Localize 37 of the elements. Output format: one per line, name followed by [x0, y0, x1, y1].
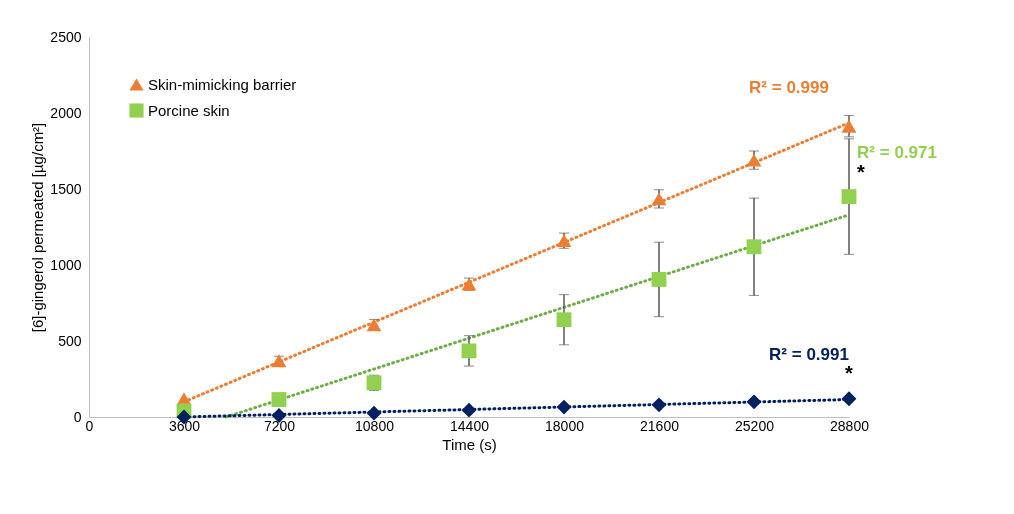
text: R² = 0.971 [857, 142, 937, 162]
legend-label: Porcine skin [148, 101, 230, 119]
point [651, 272, 667, 287]
point [841, 189, 857, 205]
annotation: * [845, 361, 854, 384]
point [461, 402, 477, 418]
x-tick-label: 25200 [735, 417, 775, 434]
point [841, 391, 857, 407]
point [651, 397, 667, 413]
point [556, 399, 572, 415]
y-tick-label: 1000 [50, 256, 82, 273]
x-tick-label: 18000 [545, 417, 585, 434]
text: * [857, 160, 866, 183]
point [746, 239, 762, 255]
point [366, 405, 382, 421]
x-tick-label: 7200 [263, 417, 296, 434]
x-tick-label: 21600 [640, 417, 680, 434]
annotation: R² = 0.991 [769, 344, 849, 364]
x-tick-label: 3600 [168, 417, 201, 434]
x-tick-label: 14400 [450, 417, 490, 434]
x-tick-label: 10800 [355, 417, 395, 434]
point [556, 312, 572, 328]
y-tick-label: 2000 [50, 104, 82, 121]
y-axis-title: [6]-gingerol permeated [µg/cm²] [29, 122, 47, 333]
x-tick-label: 28800 [830, 417, 870, 434]
y-tick-label: 1500 [50, 180, 82, 197]
point [271, 392, 287, 407]
y-tick-label: 500 [58, 332, 82, 349]
y-tick-label: 2500 [50, 28, 82, 45]
point [271, 354, 287, 368]
legend-label: Skin-mimicking barrier [148, 75, 297, 93]
point [841, 119, 857, 133]
x-tick-label: 0 [85, 417, 94, 434]
point [746, 394, 762, 410]
x-axis-title: Time (s) [442, 435, 497, 453]
point [461, 343, 477, 359]
annotation: R² = 0.999 [749, 77, 829, 97]
